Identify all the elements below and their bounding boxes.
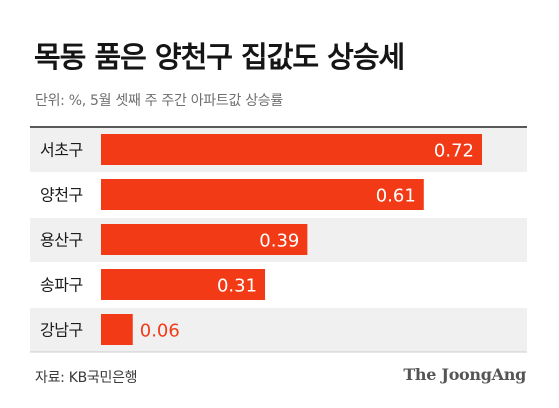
category-label: 용산구	[40, 231, 83, 250]
data-label: 0.31	[217, 276, 257, 297]
data-label: 0.72	[434, 141, 474, 162]
data-label: 0.61	[376, 186, 416, 207]
category-label: 양천구	[40, 186, 83, 205]
bar	[101, 224, 308, 255]
category-label: 서초구	[40, 141, 83, 160]
bar	[101, 269, 266, 300]
chart-subtitle: 단위: %, 5월 셋째 주 주간 아파트값 상승률	[35, 93, 283, 109]
category-label: 송파구	[40, 276, 83, 295]
data-label: 0.06	[140, 321, 180, 342]
brand-logo: The JoongAng	[403, 365, 526, 384]
bar	[101, 314, 133, 345]
bar	[101, 134, 482, 165]
data-label: 0.39	[259, 231, 299, 252]
bar	[101, 179, 424, 210]
category-label: 강남구	[40, 321, 83, 340]
source-note: 자료: KB국민은행	[35, 370, 138, 386]
chart-title: 목동 품은 양천구 집값도 상승세	[34, 40, 405, 74]
